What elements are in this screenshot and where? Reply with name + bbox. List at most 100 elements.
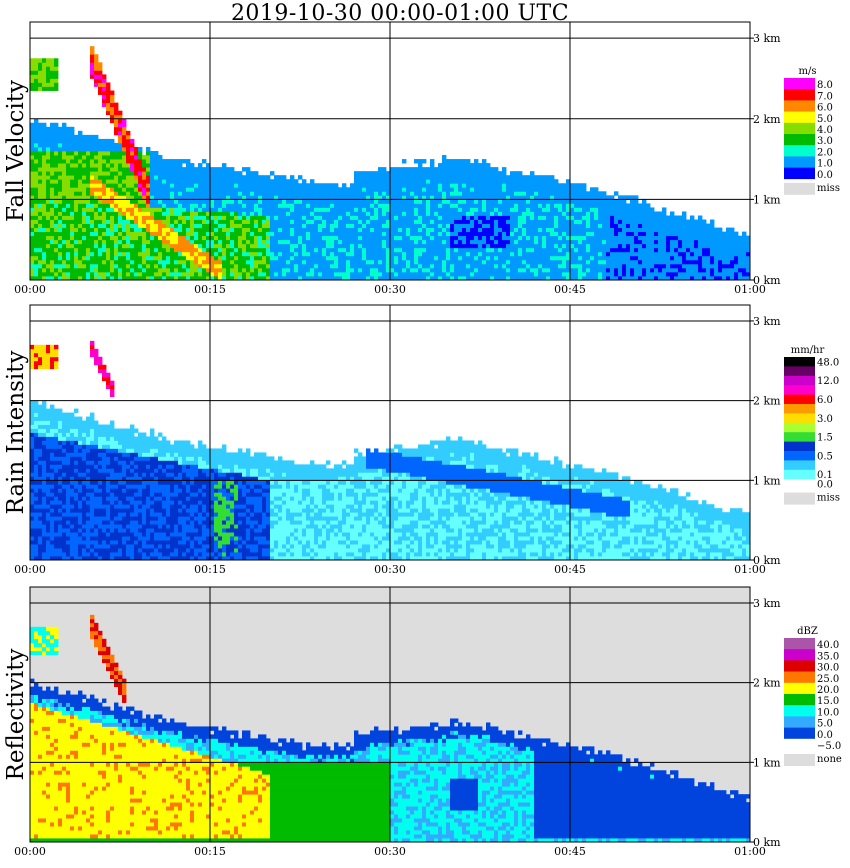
heatmap-cell xyxy=(82,267,87,273)
heatmap-cell xyxy=(326,195,331,200)
heatmap-cell xyxy=(454,211,459,216)
heatmap-cell xyxy=(222,179,227,184)
heatmap-cell xyxy=(222,251,227,257)
heatmap-cell xyxy=(62,146,67,152)
heatmap-cell xyxy=(446,271,451,277)
heatmap-cell xyxy=(326,227,331,233)
heatmap-cell xyxy=(562,251,567,257)
heatmap-cell xyxy=(218,247,223,253)
heatmap-cell xyxy=(498,227,503,233)
heatmap-cell xyxy=(110,106,115,112)
heatmap-cell xyxy=(54,219,59,224)
heatmap-cell xyxy=(34,207,39,212)
heatmap-cell xyxy=(606,263,611,269)
heatmap-cell xyxy=(66,130,71,136)
heatmap-cell xyxy=(530,231,535,237)
heatmap-cell xyxy=(102,263,107,269)
heatmap-cell xyxy=(446,187,451,192)
heatmap-cell xyxy=(554,227,559,233)
heatmap-cell xyxy=(258,223,263,228)
heatmap-cell xyxy=(558,219,563,224)
heatmap-cell xyxy=(674,235,679,241)
heatmap-cell xyxy=(622,275,627,281)
heatmap-cell xyxy=(350,227,355,233)
heatmap-cell xyxy=(166,223,171,228)
heatmap-cell xyxy=(518,231,523,237)
heatmap-cell xyxy=(734,251,739,257)
heatmap-cell xyxy=(166,159,171,164)
heatmap-cell xyxy=(382,199,387,204)
heatmap-cell xyxy=(522,263,527,269)
heatmap-cell xyxy=(46,58,51,63)
heatmap-cell xyxy=(466,267,471,273)
heatmap-cell xyxy=(450,251,455,257)
heatmap-cell xyxy=(190,223,195,228)
heatmap-cell xyxy=(578,223,583,228)
heatmap-cell xyxy=(502,219,507,224)
heatmap-cell xyxy=(70,243,75,249)
heatmap-cell xyxy=(242,211,247,216)
heatmap-cell xyxy=(134,211,139,216)
heatmap-cell xyxy=(274,243,279,249)
heatmap-cell xyxy=(106,227,111,233)
heatmap-cell xyxy=(302,211,307,216)
heatmap-cell xyxy=(290,227,295,233)
heatmap-cell xyxy=(454,251,459,257)
heatmap-cell xyxy=(226,175,231,180)
heatmap-cell xyxy=(658,267,663,273)
heatmap-cell xyxy=(74,235,79,241)
heatmap-cell xyxy=(82,199,87,204)
heatmap-cell xyxy=(146,247,151,253)
heatmap-cell xyxy=(426,223,431,228)
heatmap-cell xyxy=(582,207,587,212)
heatmap-cell xyxy=(38,199,43,204)
heatmap-cell xyxy=(38,259,43,265)
heatmap-cell xyxy=(682,235,687,241)
heatmap-cell xyxy=(102,267,107,273)
heatmap-cell xyxy=(86,239,91,245)
heatmap-cell xyxy=(402,175,407,180)
heatmap-cell xyxy=(162,167,167,172)
heatmap-cell xyxy=(106,163,111,168)
heatmap-cell xyxy=(82,171,87,176)
heatmap-cell xyxy=(98,151,103,156)
heatmap-cell xyxy=(322,203,327,208)
heatmap-cell xyxy=(542,223,547,228)
heatmap-cell xyxy=(90,227,95,233)
heatmap-cell xyxy=(90,138,95,144)
heatmap-cell xyxy=(634,223,639,228)
heatmap-cell xyxy=(630,227,635,233)
heatmap-cell xyxy=(138,155,143,160)
heatmap-cell xyxy=(218,199,223,204)
heatmap-cell xyxy=(134,207,139,212)
heatmap-cell xyxy=(154,263,159,269)
heatmap-cell xyxy=(478,211,483,216)
heatmap-cell xyxy=(566,191,571,196)
heatmap-cell xyxy=(302,239,307,245)
heatmap-cell xyxy=(630,243,635,249)
heatmap-cell xyxy=(178,171,183,176)
heatmap-cell xyxy=(502,235,507,241)
heatmap-cell xyxy=(310,271,315,277)
heatmap-cell xyxy=(478,215,483,220)
heatmap-cell xyxy=(350,239,355,245)
heatmap-cell xyxy=(66,211,71,216)
heatmap-cell xyxy=(250,275,255,281)
heatmap-cell xyxy=(662,231,667,237)
heatmap-cell xyxy=(470,243,475,249)
heatmap-cell xyxy=(562,207,567,212)
heatmap-cell xyxy=(518,175,523,180)
heatmap-cell xyxy=(470,259,475,265)
heatmap-cell xyxy=(590,259,595,265)
legend-label: 6.0 xyxy=(817,103,833,114)
heatmap-cell xyxy=(442,207,447,212)
heatmap-cell xyxy=(66,235,71,241)
heatmap-cell xyxy=(598,255,603,261)
heatmap-cell xyxy=(474,255,479,261)
heatmap-cell xyxy=(674,215,679,220)
heatmap-cell xyxy=(494,255,499,261)
heatmap-cell xyxy=(406,267,411,273)
heatmap-cell xyxy=(34,540,39,545)
heatmap-cell xyxy=(58,239,63,245)
heatmap-cell xyxy=(426,179,431,184)
